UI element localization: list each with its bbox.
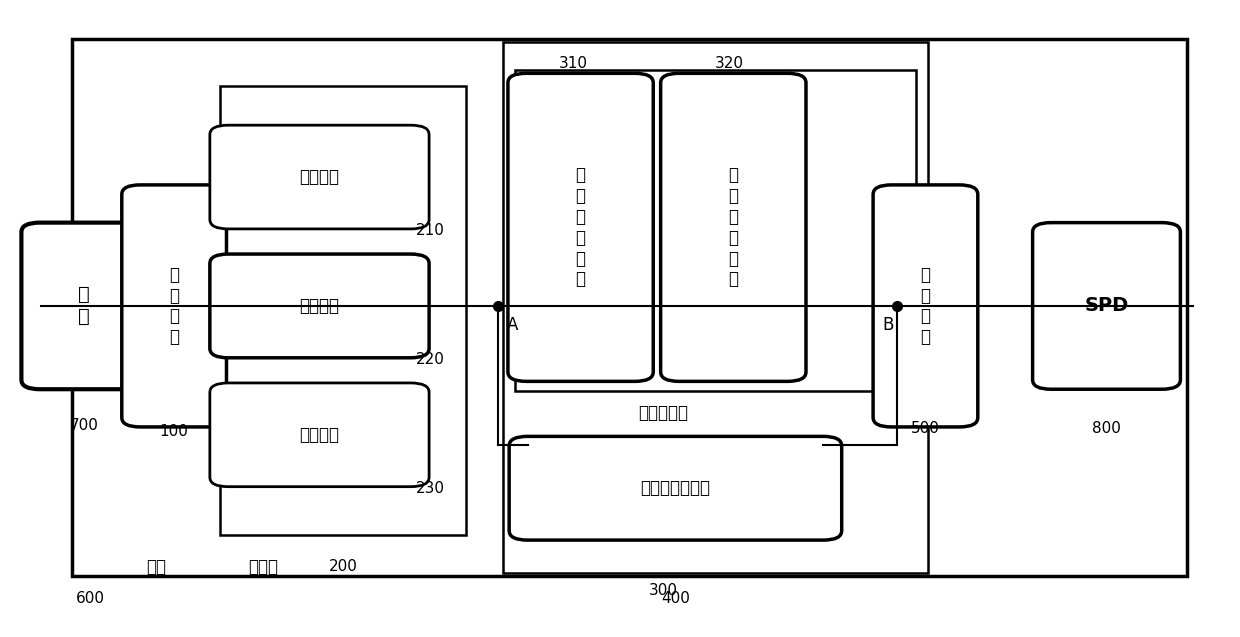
FancyBboxPatch shape bbox=[210, 125, 429, 229]
FancyBboxPatch shape bbox=[72, 39, 1187, 576]
Text: 工频通道器: 工频通道器 bbox=[639, 404, 688, 422]
Text: 230: 230 bbox=[417, 481, 445, 496]
Text: 220: 220 bbox=[417, 352, 445, 367]
Text: 310: 310 bbox=[559, 57, 588, 71]
Text: 320: 320 bbox=[715, 57, 744, 71]
Text: 过
流
保
护
机
构: 过 流 保 护 机 构 bbox=[728, 166, 738, 289]
Text: 出
线
端
子: 出 线 端 子 bbox=[920, 266, 930, 346]
FancyBboxPatch shape bbox=[873, 185, 978, 427]
Text: 电
源: 电 源 bbox=[78, 285, 91, 326]
Text: 100: 100 bbox=[160, 424, 188, 439]
Text: 雷击浪涌通道器: 雷击浪涌通道器 bbox=[640, 479, 711, 497]
FancyBboxPatch shape bbox=[219, 86, 466, 535]
FancyBboxPatch shape bbox=[210, 254, 429, 358]
FancyBboxPatch shape bbox=[516, 70, 915, 390]
Text: 进
线
端
子: 进 线 端 子 bbox=[169, 266, 179, 346]
Text: 300: 300 bbox=[649, 583, 677, 598]
Text: 700: 700 bbox=[69, 418, 99, 433]
Text: 500: 500 bbox=[911, 421, 940, 436]
Text: 200: 200 bbox=[329, 559, 357, 575]
Text: 分合器: 分合器 bbox=[248, 558, 278, 576]
FancyBboxPatch shape bbox=[510, 436, 842, 540]
Text: 210: 210 bbox=[417, 223, 445, 238]
Text: A: A bbox=[507, 316, 518, 334]
Text: 400: 400 bbox=[661, 590, 689, 606]
Text: 800: 800 bbox=[1092, 421, 1121, 436]
Text: 短
路
保
护
机
构: 短 路 保 护 机 构 bbox=[575, 166, 585, 289]
Text: 操作机构: 操作机构 bbox=[300, 168, 340, 186]
FancyBboxPatch shape bbox=[122, 185, 227, 427]
FancyBboxPatch shape bbox=[508, 73, 653, 382]
FancyBboxPatch shape bbox=[1033, 222, 1180, 389]
FancyBboxPatch shape bbox=[210, 383, 429, 487]
FancyBboxPatch shape bbox=[661, 73, 806, 382]
Text: B: B bbox=[883, 316, 894, 334]
Text: 灭弧机构: 灭弧机构 bbox=[300, 426, 340, 444]
Text: 分合机构: 分合机构 bbox=[300, 297, 340, 315]
Text: 600: 600 bbox=[76, 590, 104, 606]
Text: 机壳: 机壳 bbox=[146, 558, 166, 576]
FancyBboxPatch shape bbox=[503, 42, 928, 573]
FancyBboxPatch shape bbox=[21, 222, 148, 389]
Text: SPD: SPD bbox=[1085, 296, 1128, 315]
